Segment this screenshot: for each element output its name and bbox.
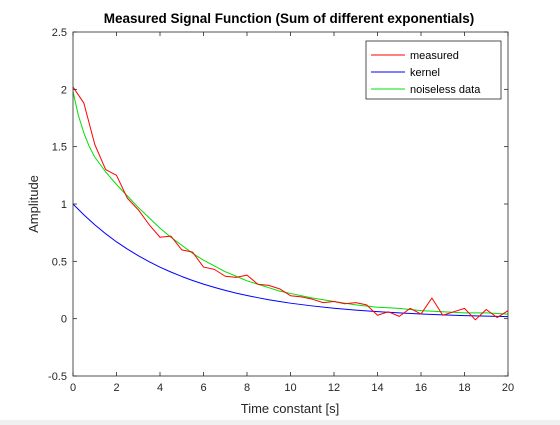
series-line-noiseless-data <box>72 91 509 315</box>
chart-title: Measured Signal Function (Sum of differe… <box>104 11 475 26</box>
x-tick-label: 20 <box>502 382 514 394</box>
y-tick-label: 2.5 <box>52 27 67 39</box>
series-line-measured <box>72 86 509 321</box>
legend-label-measured: measured <box>410 50 459 62</box>
series-line-kernel <box>72 203 509 318</box>
x-tick-label: 10 <box>284 382 296 394</box>
legend: measured kernel noiseless data <box>365 40 502 100</box>
y-axis-label: Amplitude <box>26 175 41 233</box>
x-tick-label: 16 <box>415 382 427 394</box>
plot-area <box>72 86 509 321</box>
y-tick-label: 2 <box>61 84 67 96</box>
legend-label-noiseless: noiseless data <box>410 84 481 96</box>
x-axis-label: Time constant [s] <box>241 401 340 416</box>
axis-ticks: 0 2 4 6 8 10 12 14 16 18 20-0.500.511.522.5 <box>48 27 514 394</box>
y-tick-label: 1 <box>61 199 67 211</box>
y-tick-label: 0 <box>61 314 67 326</box>
x-tick-label: 14 <box>371 382 383 394</box>
x-tick-label: 4 <box>157 382 163 394</box>
x-tick-label: 2 <box>113 382 119 394</box>
y-tick-label: -0.5 <box>48 371 67 383</box>
x-tick-label: 6 <box>200 382 206 394</box>
y-tick-label: 0.5 <box>52 256 67 268</box>
x-tick-label: 18 <box>458 382 470 394</box>
x-tick-label: 0 <box>70 382 76 394</box>
x-tick-label: 12 <box>328 382 340 394</box>
y-tick-label: 1.5 <box>52 142 67 154</box>
x-tick-label: 8 <box>244 382 250 394</box>
legend-label-kernel: kernel <box>410 67 440 79</box>
